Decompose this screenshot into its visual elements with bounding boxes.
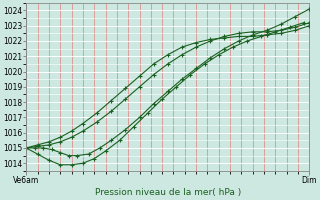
X-axis label: Pression niveau de la mer( hPa ): Pression niveau de la mer( hPa ) bbox=[95, 188, 241, 197]
